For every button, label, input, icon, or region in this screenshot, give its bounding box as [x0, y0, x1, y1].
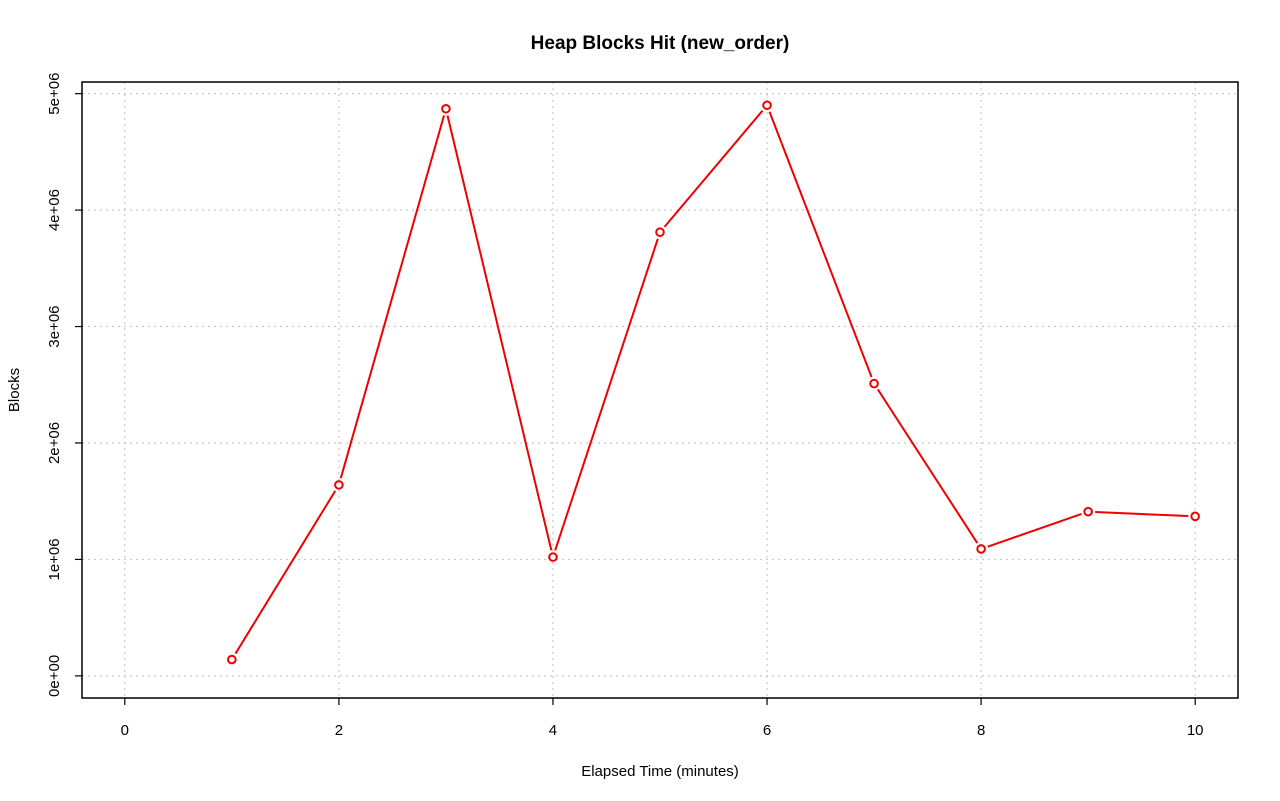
- grid: [82, 82, 1238, 698]
- series-line-segment: [768, 111, 873, 378]
- data-point: [869, 378, 879, 389]
- series: [227, 100, 1200, 665]
- x-tick-label: 8: [977, 722, 985, 739]
- series-line-segment: [234, 490, 337, 655]
- x-axis: 0 2 4 6 8 10: [121, 698, 1204, 739]
- y-axis: 0e+00 1e+06 2e+06 3e+06 4e+06 5e+06: [46, 73, 82, 697]
- y-tick-label: 3e+06: [46, 305, 63, 347]
- x-tick-label: 0: [121, 722, 129, 739]
- data-point: [1190, 511, 1200, 522]
- x-tick-label: 10: [1187, 722, 1204, 739]
- series-line-segment: [877, 388, 979, 544]
- data-point: [334, 480, 344, 490]
- plot-frame: [81, 81, 1239, 699]
- x-tick-label: 6: [763, 722, 771, 739]
- series-line-segment: [446, 115, 553, 551]
- series-line-segment: [554, 238, 659, 551]
- series-line-segment: [987, 513, 1082, 548]
- y-tick-label: 5e+06: [46, 73, 63, 115]
- data-point: [762, 100, 772, 111]
- chart-title: Heap Blocks Hit (new_order): [531, 33, 790, 54]
- data-point: [976, 544, 986, 554]
- x-tick-label: 2: [335, 722, 343, 739]
- data-point: [1083, 506, 1093, 517]
- x-tick-label: 4: [549, 722, 557, 739]
- data-point: [655, 227, 665, 238]
- x-axis-label: Elapsed Time (minutes): [581, 763, 739, 780]
- y-tick-label: 2e+06: [46, 422, 63, 464]
- data-point: [227, 654, 237, 665]
- series-line-segment: [1095, 510, 1189, 518]
- y-tick-label: 1e+06: [46, 538, 63, 580]
- series-line-segment: [339, 115, 445, 479]
- y-tick-label: 0e+00: [46, 655, 63, 697]
- series-line-segment: [663, 109, 764, 228]
- y-axis-label: Blocks: [6, 368, 23, 412]
- data-point: [548, 552, 558, 562]
- y-tick-label: 4e+06: [46, 189, 63, 231]
- data-point: [441, 103, 451, 114]
